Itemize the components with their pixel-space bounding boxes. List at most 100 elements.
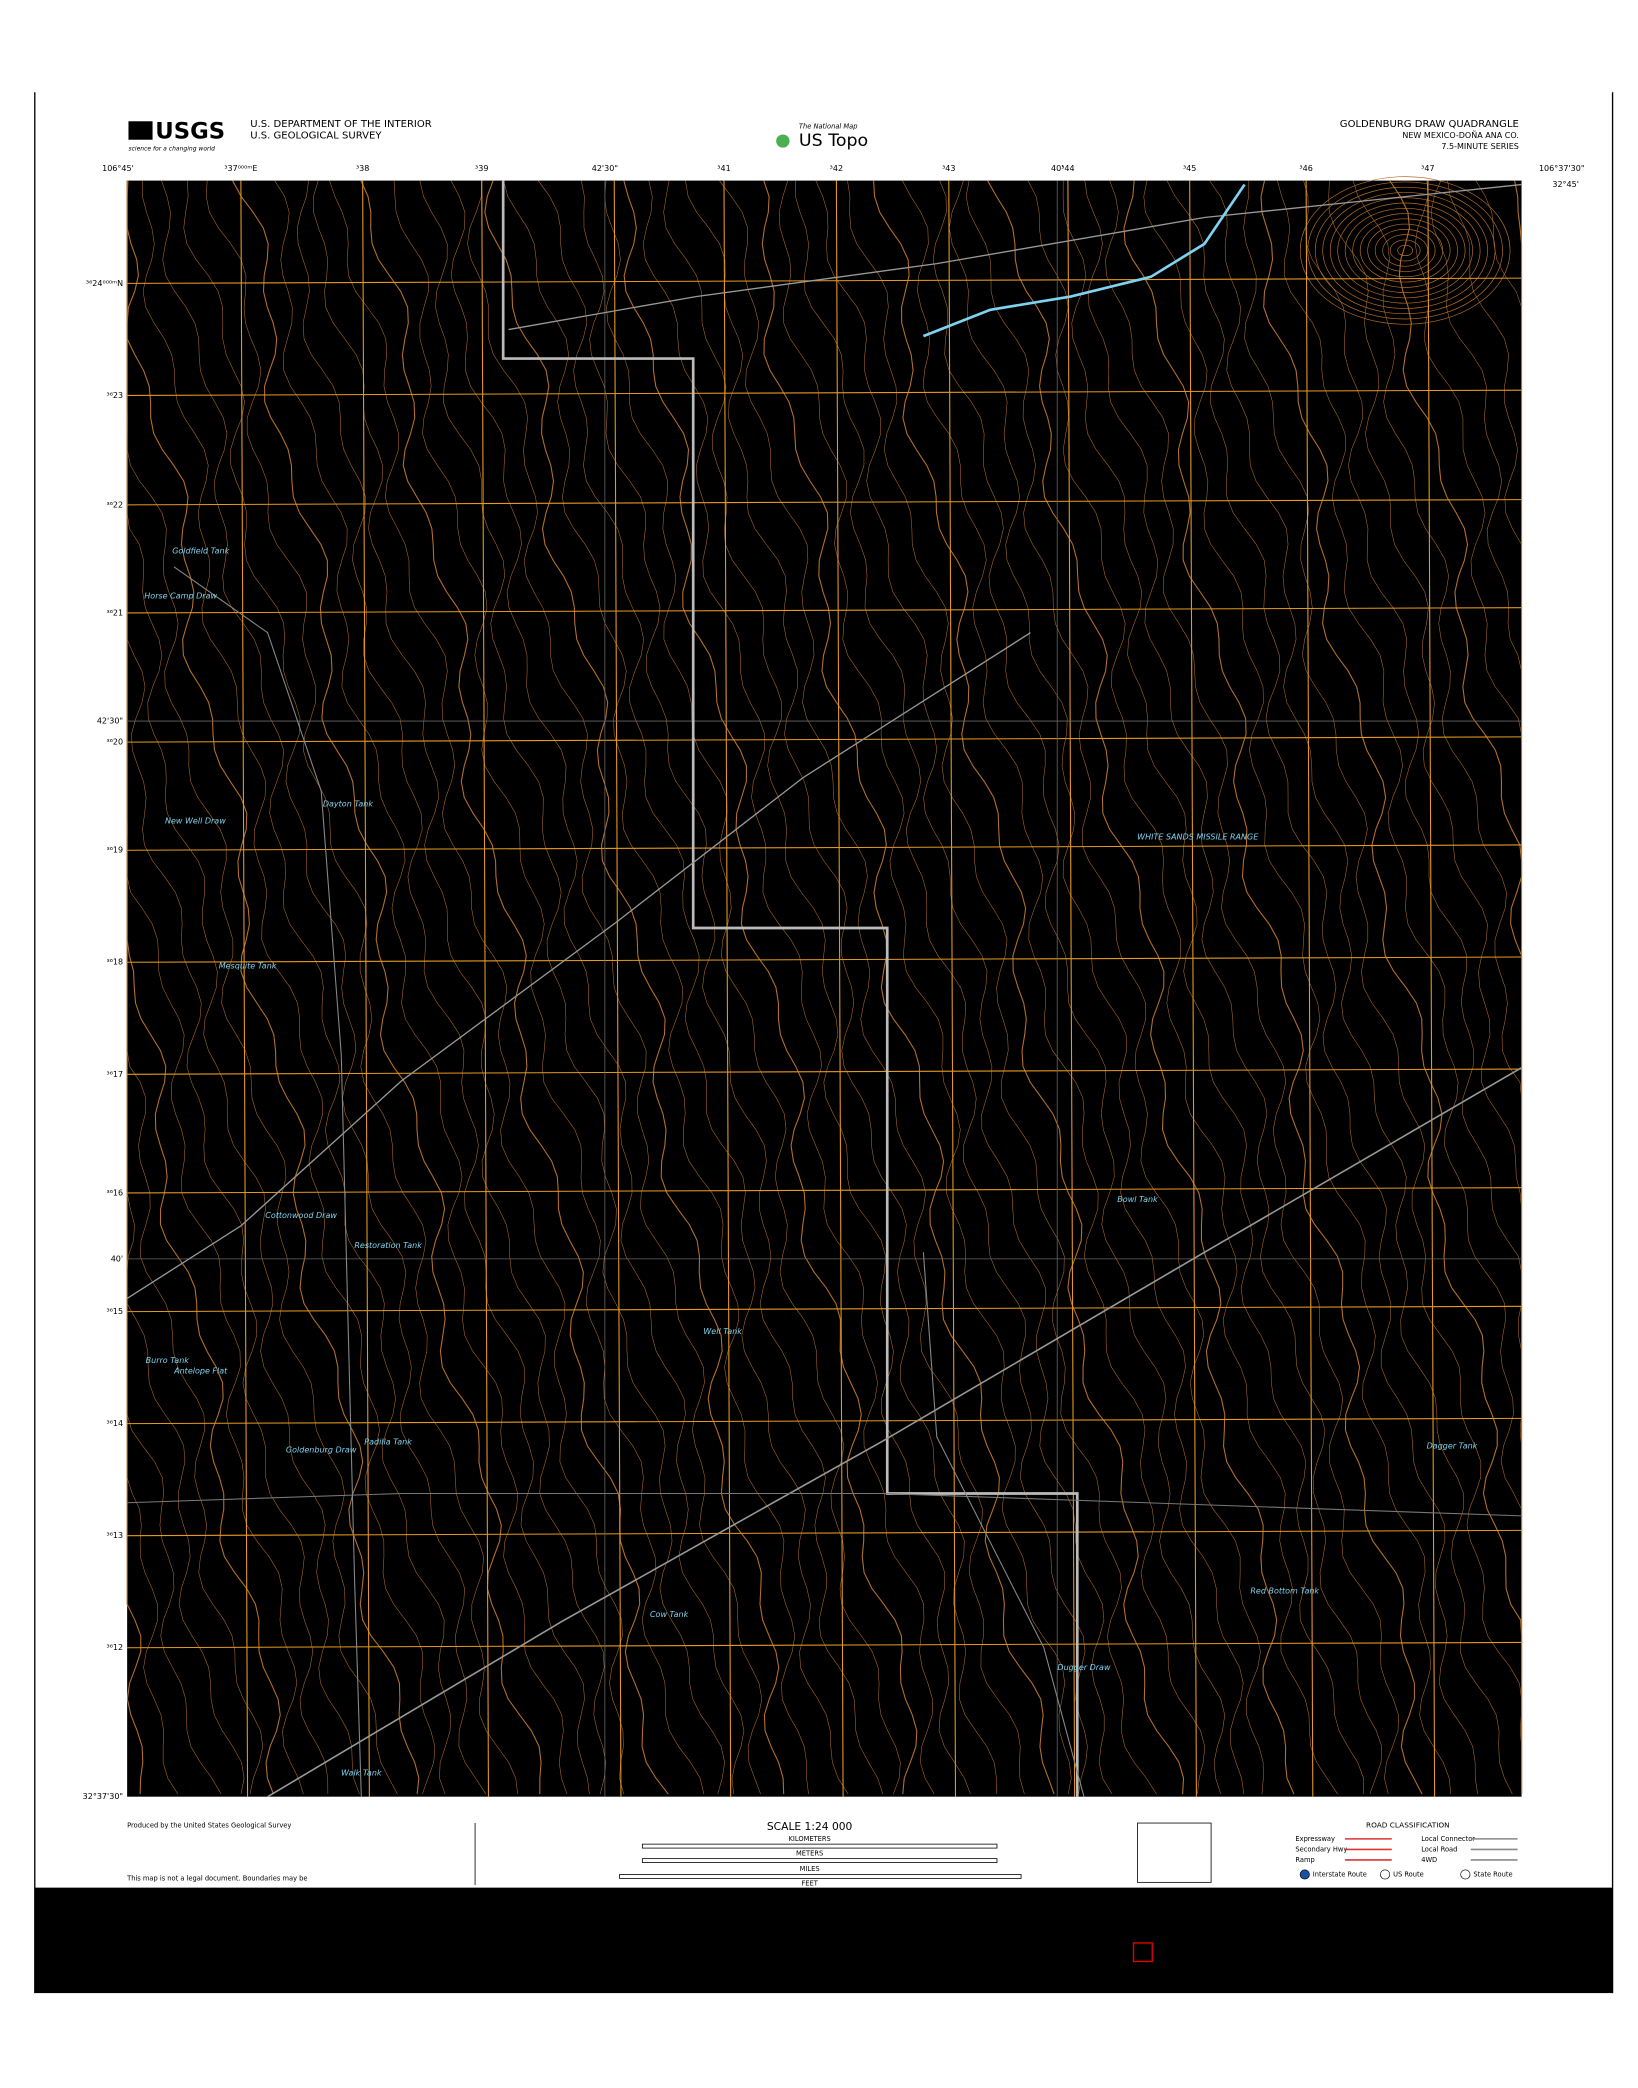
series: 7.5-MINUTE SERIES [1441, 142, 1519, 151]
tagline: science for a changing world [128, 145, 215, 152]
contour-line [1143, 180, 1452, 1795]
scale-bar [641, 1843, 998, 1849]
contour-line [847, 180, 1157, 1795]
route-symbol [1299, 1869, 1310, 1880]
marker-box [1132, 1942, 1153, 1963]
left-label: ³⁶22 [106, 500, 123, 509]
contour-line [1314, 186, 1496, 315]
contour-line [313, 180, 607, 1795]
place-name: Goldenburg Draw [286, 1446, 357, 1455]
contour-line [296, 180, 590, 1795]
usgs-logo-mark [128, 121, 153, 140]
grid-line [1427, 180, 1436, 1797]
contour-line [795, 180, 1088, 1795]
route-symbol [1380, 1869, 1391, 1880]
grid-line [948, 180, 957, 1797]
left-label: 32°37'30" [83, 1792, 123, 1801]
place-name: Walk Tank [341, 1768, 382, 1777]
place-name: Horse Camp Draw [144, 591, 217, 600]
top-label: ³46 [1299, 164, 1312, 173]
contour-line [623, 180, 918, 1795]
grid-line [127, 277, 1522, 284]
grid-line [127, 1529, 1522, 1537]
contour-line [393, 180, 705, 1795]
contour-line [1243, 180, 1522, 1795]
road-type: Local Road [1421, 1845, 1457, 1853]
top-label: 106°45' [102, 164, 134, 173]
grid-line [127, 844, 1522, 851]
contour-line [274, 180, 568, 1795]
route-symbol [1460, 1869, 1471, 1880]
national-map: The National Map [799, 123, 858, 131]
top-label: ³41 [717, 164, 730, 173]
road-type: Ramp [1295, 1856, 1314, 1864]
road-legend: Expressway Secondary Hwy Ramp Local Connect… [1295, 1835, 1518, 1880]
top-label: ³42 [830, 164, 843, 173]
contour-line [1374, 229, 1436, 272]
place-name: Antelope Flat [173, 1366, 228, 1375]
top-label: 106°37'30" [1539, 164, 1585, 173]
contour-line [1105, 180, 1399, 1795]
grid-line [835, 180, 844, 1797]
contours [126, 176, 1523, 1795]
utm-grid [127, 180, 1522, 1797]
left-label: 42'30" [97, 717, 123, 726]
contour-line [815, 180, 1113, 1795]
scale-bar [619, 1874, 1022, 1879]
grid-line [127, 1187, 1522, 1194]
place-name: Goldfield Tank [172, 547, 229, 556]
grid-line [127, 389, 1522, 396]
contour-line [1337, 202, 1473, 299]
contour-line [183, 180, 487, 1795]
top-label: ³43 [942, 164, 955, 173]
contour-line [902, 180, 1206, 1795]
contour-line [419, 180, 725, 1795]
contour-line [1329, 197, 1481, 304]
usgs-logo: USGS [155, 118, 225, 144]
contour-line [1322, 192, 1488, 309]
contour-line [932, 180, 1226, 1795]
grid-line [362, 180, 370, 1797]
grid-line [1305, 180, 1314, 1797]
legal-note: This map is not a legal document. Bounda… [126, 1874, 307, 1882]
state-county: NEW MEXICO-DOÑA ANA CO. [1402, 130, 1519, 140]
grid-line [127, 956, 1522, 963]
contour-line [142, 180, 436, 1795]
top-label: ³44 [1061, 164, 1074, 173]
contour-line [205, 180, 518, 1795]
route-type: Interstate Route [1313, 1870, 1367, 1878]
survey: U.S. GEOLOGICAL SURVEY [250, 131, 382, 142]
contour-line [538, 180, 849, 1795]
stream [922, 183, 1246, 338]
place-name: Bowl Tank [1117, 1195, 1158, 1204]
draw-channel [173, 566, 362, 1797]
left-label: ³⁶19 [106, 846, 123, 855]
left-label: ³⁶16 [106, 1188, 123, 1197]
left-label: ³⁶14 [106, 1419, 123, 1428]
producer: Produced by the United States Geological… [127, 1822, 291, 1830]
top-label: 42'30" [592, 164, 618, 173]
road-type: Local Connector [1421, 1835, 1475, 1843]
contour-line [1027, 180, 1338, 1795]
road [508, 183, 1522, 331]
place-name: Padilla Tank [364, 1438, 412, 1447]
us-topo-icon [776, 134, 790, 148]
grid-line [127, 1417, 1522, 1425]
contour-line [450, 180, 745, 1795]
place-name: Dugger Draw [1057, 1663, 1111, 1672]
contour-line [161, 180, 451, 1795]
contour-line [1389, 239, 1421, 262]
contour-line [1260, 180, 1523, 1795]
trail [127, 1492, 1522, 1517]
grid-line [127, 1305, 1522, 1313]
grid-line [127, 1641, 1522, 1649]
left-label: ³⁶17 [106, 1070, 123, 1079]
contour-line [663, 180, 971, 1795]
top-label: ³37⁰⁰⁰ᵐE [224, 164, 257, 173]
grid-line [613, 180, 622, 1797]
grid-line [1067, 180, 1076, 1797]
contour-line [484, 180, 785, 1795]
grid-line [127, 736, 1522, 743]
scale: SCALE 1:24 000 [767, 1820, 853, 1833]
place-name: Well Tank [703, 1327, 742, 1336]
